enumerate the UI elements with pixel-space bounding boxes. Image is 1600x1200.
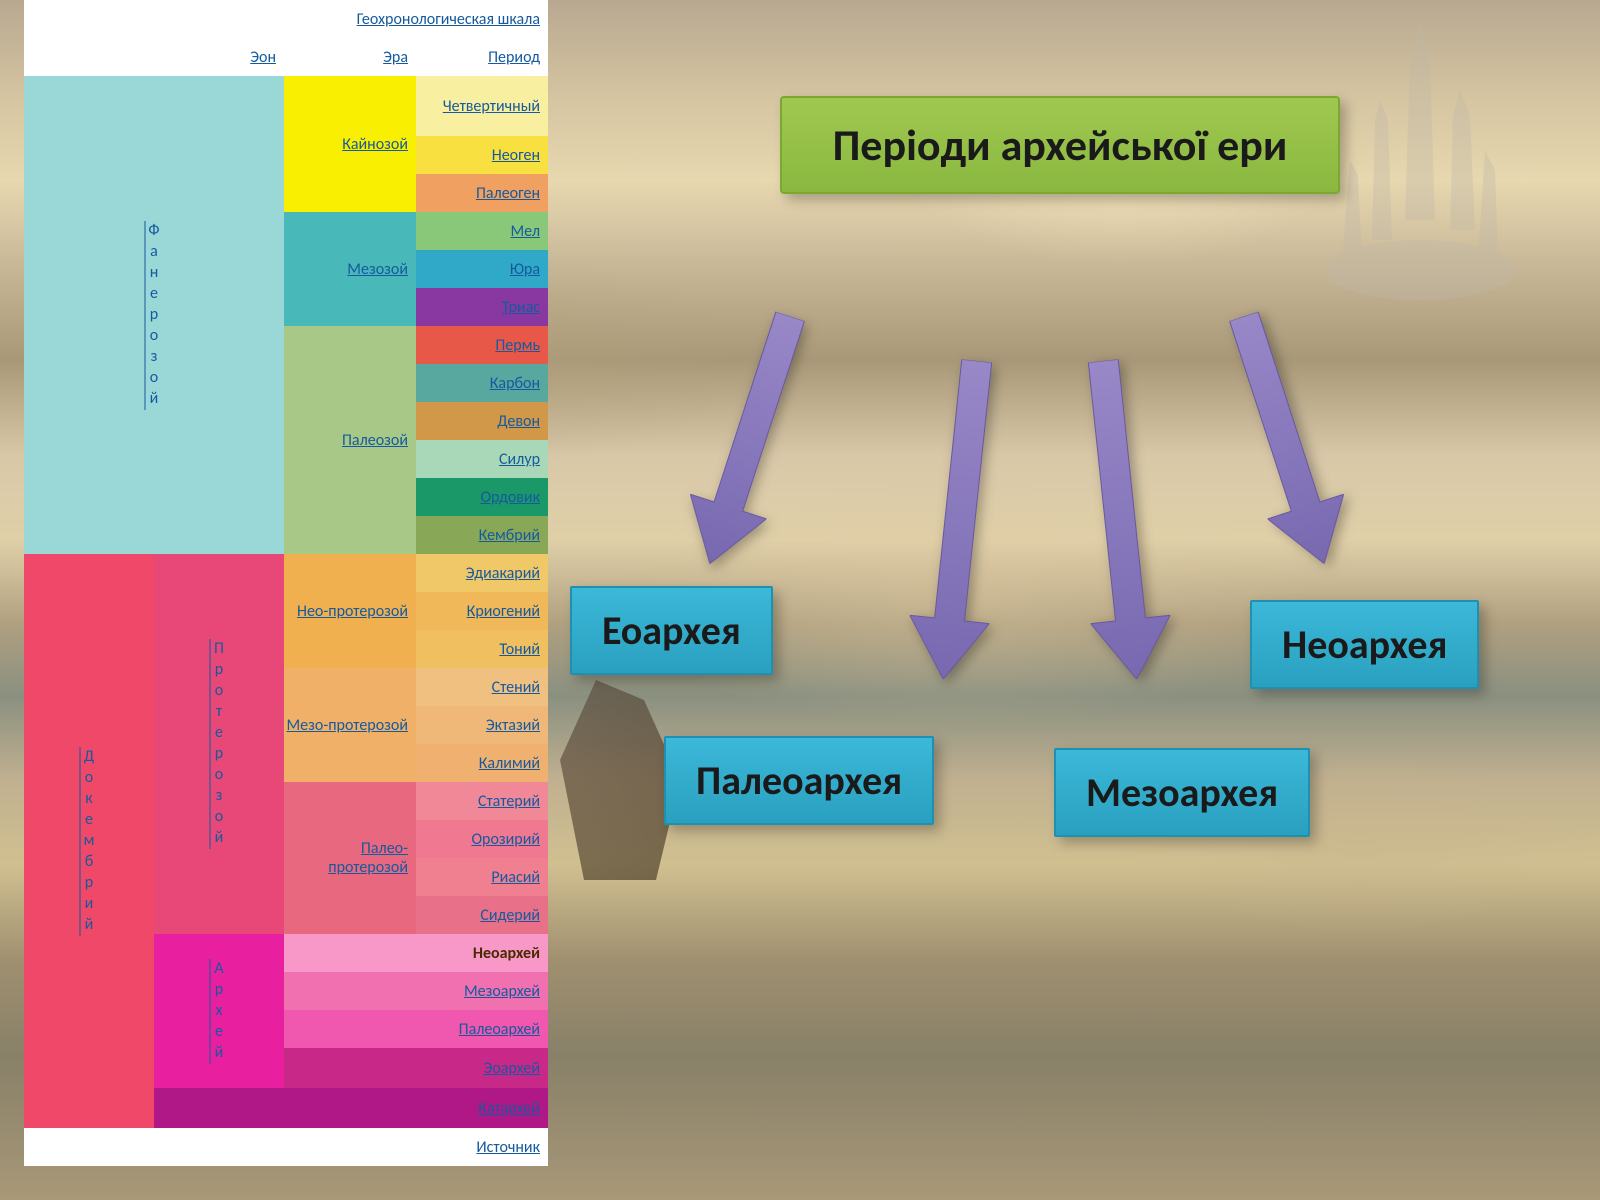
- era-cell[interactable]: Кайнозой: [284, 76, 416, 212]
- era-cell[interactable]: Нео-протерозой: [284, 554, 416, 668]
- period-cell[interactable]: Кембрий: [416, 516, 548, 554]
- period-cell[interactable]: Катархей: [154, 1088, 548, 1128]
- period-cell[interactable]: Пермь: [416, 326, 548, 364]
- period-cell[interactable]: Статерий: [416, 782, 548, 820]
- period-cell[interactable]: Эктазий: [416, 706, 548, 744]
- period-box: Мезоархея: [1054, 748, 1310, 837]
- diagram-title: Періоди архейської ери: [780, 96, 1340, 194]
- period-cell[interactable]: Калимий: [416, 744, 548, 782]
- period-cell[interactable]: Сидерий: [416, 896, 548, 934]
- table-body: ФанерозойКайнозойЧетвертичныйНеогенПалео…: [24, 76, 548, 1128]
- eon-phanerozoic[interactable]: Фанерозой: [24, 76, 284, 554]
- period-cell[interactable]: Триас: [416, 288, 548, 326]
- header-era[interactable]: Эра: [284, 38, 416, 76]
- period-cell[interactable]: Девон: [416, 402, 548, 440]
- period-cell[interactable]: Неоген: [416, 136, 548, 174]
- sub-eon-cell[interactable]: Архей: [154, 934, 284, 1088]
- period-box: Неоархея: [1250, 600, 1479, 689]
- period-cell[interactable]: Тоний: [416, 630, 548, 668]
- period-cell[interactable]: Эдиакарий: [416, 554, 548, 592]
- period-cell[interactable]: Мезоархей: [284, 972, 548, 1010]
- period-cell[interactable]: Эоархей: [284, 1048, 548, 1088]
- table-footer[interactable]: Источник: [24, 1128, 548, 1166]
- era-cell[interactable]: Палеозой: [284, 326, 416, 554]
- header-eon[interactable]: Эон: [24, 38, 284, 76]
- period-cell[interactable]: Риасий: [416, 858, 548, 896]
- period-box: Еоархея: [570, 586, 773, 675]
- period-cell[interactable]: Палеоген: [416, 174, 548, 212]
- table-header-row: Эон Эра Период: [24, 38, 548, 76]
- period-cell[interactable]: Четвертичный: [416, 76, 548, 136]
- era-cell[interactable]: Мезозой: [284, 212, 416, 326]
- geologic-timescale-table: Геохронологическая шкала Эон Эра Период …: [24, 0, 548, 1166]
- period-cell[interactable]: Карбон: [416, 364, 548, 402]
- period-cell[interactable]: Орозирий: [416, 820, 548, 858]
- period-cell[interactable]: Неоархей: [284, 934, 548, 972]
- era-cell[interactable]: Палео-протерозой: [284, 782, 416, 934]
- eon-precambrian[interactable]: Докембрий: [24, 554, 154, 1128]
- period-box: Палеоархея: [664, 736, 934, 825]
- header-period[interactable]: Период: [416, 38, 548, 76]
- period-cell[interactable]: Юра: [416, 250, 548, 288]
- table-title[interactable]: Геохронологическая шкала: [24, 0, 548, 38]
- period-cell[interactable]: Криогений: [416, 592, 548, 630]
- period-cell[interactable]: Силур: [416, 440, 548, 478]
- background-castle: [1320, 20, 1520, 300]
- period-cell[interactable]: Стений: [416, 668, 548, 706]
- period-cell[interactable]: Ордовик: [416, 478, 548, 516]
- sub-eon-cell[interactable]: Протерозой: [154, 554, 284, 934]
- period-cell[interactable]: Мел: [416, 212, 548, 250]
- period-cell[interactable]: Палеоархей: [284, 1010, 548, 1048]
- era-cell[interactable]: Мезо-протерозой: [284, 668, 416, 782]
